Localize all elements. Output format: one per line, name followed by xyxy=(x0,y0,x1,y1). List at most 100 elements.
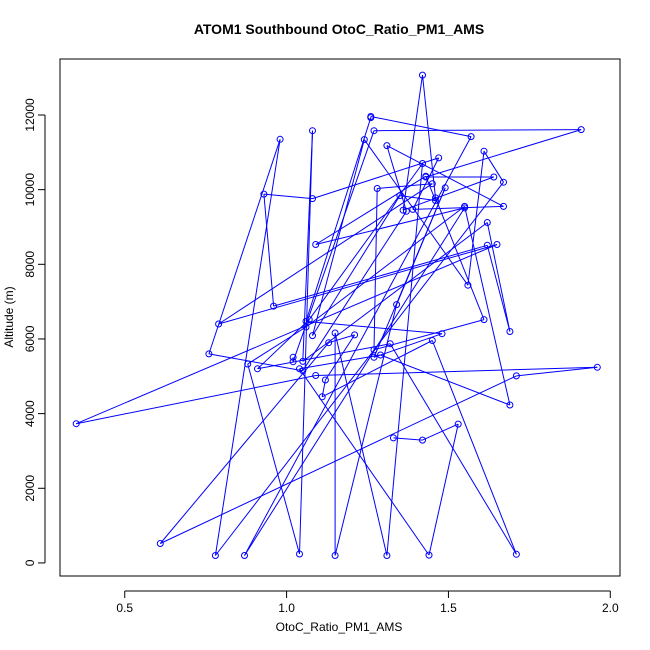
series-segment xyxy=(257,319,310,370)
series-segment xyxy=(292,130,375,362)
series-segment xyxy=(214,139,281,556)
data-point xyxy=(260,190,268,198)
series-segment xyxy=(328,334,355,344)
series-segment xyxy=(370,116,472,138)
data-point xyxy=(309,127,316,135)
y-axis: 0 2000 4000 6000 8000 10000 12000 xyxy=(23,98,46,566)
data-point xyxy=(432,197,439,204)
y-tick-label: 0 xyxy=(23,559,37,566)
series-segment xyxy=(363,139,469,286)
data-point xyxy=(419,71,426,79)
series-segment xyxy=(334,332,388,556)
data-point xyxy=(296,550,303,558)
x-tick-label: 1.5 xyxy=(440,601,457,615)
series-segment xyxy=(396,187,446,305)
data-point xyxy=(506,328,514,335)
data-point xyxy=(241,552,248,559)
data-point xyxy=(389,434,397,442)
series-segment xyxy=(302,130,313,362)
series-segment xyxy=(312,195,401,336)
data-point xyxy=(156,540,164,547)
y-tick-label: 10000 xyxy=(23,173,37,207)
data-point xyxy=(383,552,391,559)
series-segment xyxy=(373,188,378,350)
y-tick-label: 4000 xyxy=(23,400,37,427)
data-point xyxy=(425,551,433,559)
data-point xyxy=(396,192,404,200)
y-tick-label: 2000 xyxy=(23,475,37,502)
data-point xyxy=(500,178,507,186)
series-segment xyxy=(208,353,303,372)
data-point xyxy=(393,301,401,309)
data-point xyxy=(276,135,284,143)
data-point xyxy=(205,350,213,358)
data-point xyxy=(428,180,436,188)
data-point xyxy=(483,219,491,226)
series-segment xyxy=(302,222,488,362)
series-segment xyxy=(299,354,381,370)
data-layer xyxy=(72,71,601,559)
data-point xyxy=(377,351,384,359)
data-point xyxy=(500,202,507,210)
series-segment xyxy=(244,136,472,556)
series-segment xyxy=(308,163,423,320)
data-point xyxy=(383,142,391,150)
data-point xyxy=(386,340,394,348)
series-segment xyxy=(218,244,498,325)
data-point xyxy=(360,136,368,144)
series-segment xyxy=(380,354,511,406)
series-segment xyxy=(386,145,504,207)
data-point xyxy=(373,185,381,192)
series-segment xyxy=(305,206,465,328)
data-point xyxy=(312,372,320,379)
data-point xyxy=(289,353,297,361)
y-tick-label: 8000 xyxy=(23,251,37,278)
series-segment xyxy=(373,129,582,132)
x-axis-label: OtoC_Ratio_PM1_AMS xyxy=(276,620,403,634)
series-segment xyxy=(302,211,407,371)
series-segment xyxy=(425,176,436,201)
series-segment xyxy=(315,207,465,245)
data-point xyxy=(422,173,430,181)
series-segment xyxy=(159,342,330,544)
series-segment xyxy=(483,150,504,183)
series-segment xyxy=(263,194,275,307)
y-tick-label: 6000 xyxy=(23,325,37,352)
data-point xyxy=(454,420,462,428)
data-point xyxy=(480,316,488,324)
data-point xyxy=(351,331,359,339)
series-segment xyxy=(321,340,433,398)
data-point xyxy=(493,241,501,248)
series-segment xyxy=(425,129,582,178)
data-point xyxy=(419,160,426,167)
series-segment xyxy=(399,195,436,201)
data-point xyxy=(370,346,378,354)
y-tick-label: 12000 xyxy=(23,98,37,132)
data-point xyxy=(483,241,491,249)
series-segment xyxy=(247,326,307,365)
series-segment xyxy=(315,366,598,376)
data-point xyxy=(512,550,520,558)
series-segment xyxy=(389,343,517,555)
data-point xyxy=(270,302,278,310)
series-segment xyxy=(257,343,391,370)
data-point xyxy=(441,184,449,192)
data-point xyxy=(402,207,410,215)
data-point xyxy=(435,154,443,162)
series-segment xyxy=(247,363,300,555)
series-segment xyxy=(486,245,511,332)
series-segment xyxy=(263,193,313,200)
series-segment xyxy=(305,117,372,322)
x-tick-label: 0.5 xyxy=(116,601,133,615)
series-segment xyxy=(486,222,511,332)
data-point xyxy=(305,316,313,324)
series-segment xyxy=(208,139,281,355)
series-segment xyxy=(324,334,356,381)
data-point xyxy=(312,241,320,248)
series-segment xyxy=(464,206,511,406)
series-segment xyxy=(428,423,459,556)
series-segment xyxy=(215,181,504,556)
data-point xyxy=(464,281,472,289)
x-tick-label: 2.0 xyxy=(602,601,619,615)
